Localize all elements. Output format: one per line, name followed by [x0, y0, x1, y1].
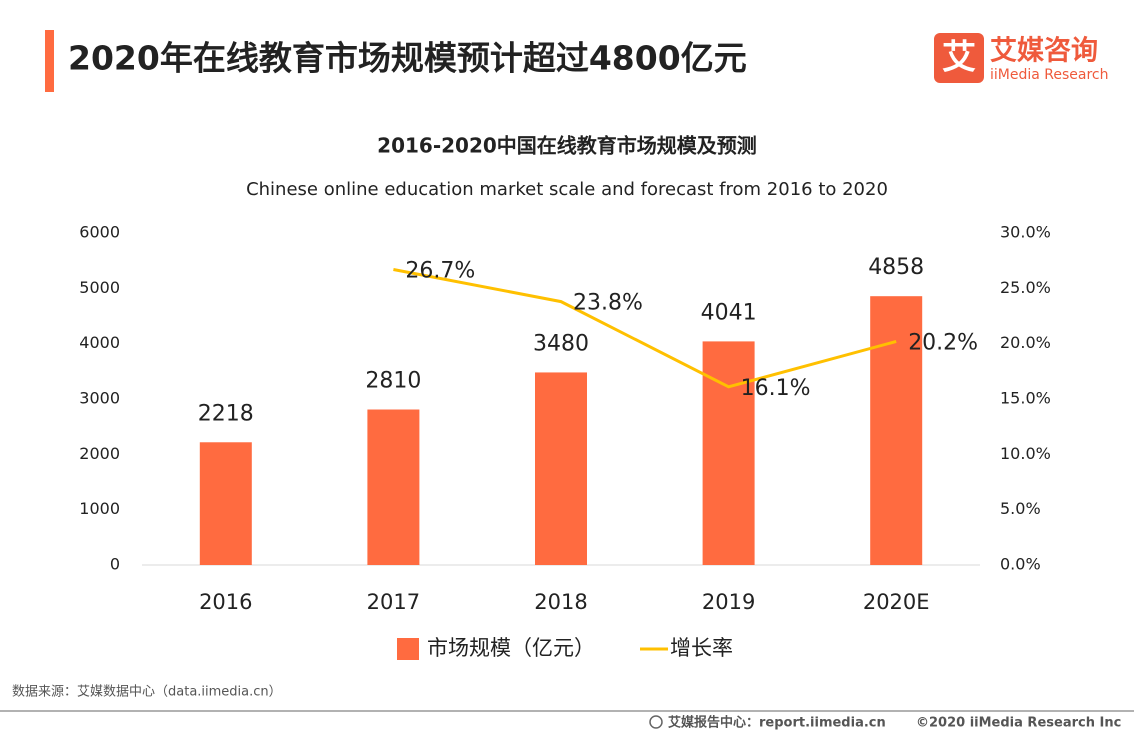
- logo-en: iiMedia Research: [990, 67, 1109, 83]
- growth-line: [393, 268, 897, 389]
- x-tick-label: 2020E: [863, 590, 930, 614]
- x-tick-label: 2016: [199, 590, 252, 614]
- bar-value-label: 2218: [198, 401, 254, 426]
- bar: [199, 442, 252, 565]
- bar: [870, 296, 923, 565]
- x-tick-label: 2019: [702, 590, 755, 614]
- x-tick-label: 2018: [534, 590, 587, 614]
- footer-icon: [649, 715, 663, 729]
- y2-tick-label: 15.0%: [1000, 389, 1051, 408]
- bar-value-label: 3480: [533, 331, 589, 356]
- legend-label: 市场规模（亿元）: [427, 636, 595, 660]
- bar-value-label: 2810: [365, 369, 421, 394]
- bar-value-label: 4041: [701, 300, 757, 325]
- y2-tick-label: 30.0%: [1000, 223, 1051, 242]
- logo-icon: [934, 33, 984, 83]
- logo-cn: 艾媒咨询: [990, 35, 1098, 67]
- line-value-label: 26.7%: [405, 259, 475, 284]
- y-tick-label: 4000: [79, 333, 120, 352]
- x-tick-label: 2017: [367, 590, 420, 614]
- y2-tick-label: 0.0%: [1000, 555, 1041, 574]
- line-value-label: 16.1%: [741, 376, 811, 401]
- line-value-label: 23.8%: [573, 291, 643, 316]
- y-tick-label: 3000: [79, 389, 120, 408]
- source: 数据来源：艾媒数据中心（data.iimedia.cn）: [12, 685, 282, 700]
- y-tick-label: 2000: [79, 444, 120, 463]
- bar: [367, 409, 420, 565]
- title-accent: [45, 30, 54, 92]
- y-tick-label: 5000: [79, 278, 120, 297]
- logo-icon-text: 艾: [942, 38, 976, 78]
- line-value-label: 20.2%: [908, 330, 978, 355]
- y2-tick-label: 20.0%: [1000, 333, 1051, 352]
- y2-tick-label: 5.0%: [1000, 499, 1041, 518]
- footer-report: 艾媒报告中心：report.iimedia.cn: [668, 715, 886, 731]
- page-title: 2020年在线教育市场规模预计超过4800亿元: [68, 39, 747, 78]
- legend-swatch: [397, 638, 419, 660]
- y2-tick-label: 25.0%: [1000, 278, 1051, 297]
- y-tick-label: 6000: [79, 223, 120, 242]
- legend-label: 增长率: [670, 636, 733, 660]
- chart-subtitle: Chinese online education market scale an…: [246, 179, 888, 200]
- y-tick-label: 1000: [79, 499, 120, 518]
- y-tick-label: 0: [110, 555, 120, 574]
- footer-copyright: ©2020 iiMedia Research Inc: [916, 716, 1121, 731]
- bar: [535, 372, 587, 565]
- bar-value-label: 4858: [868, 255, 924, 280]
- chart-title: 2016-2020中国在线教育市场规模及预测: [377, 134, 757, 158]
- y2-tick-label: 10.0%: [1000, 444, 1051, 463]
